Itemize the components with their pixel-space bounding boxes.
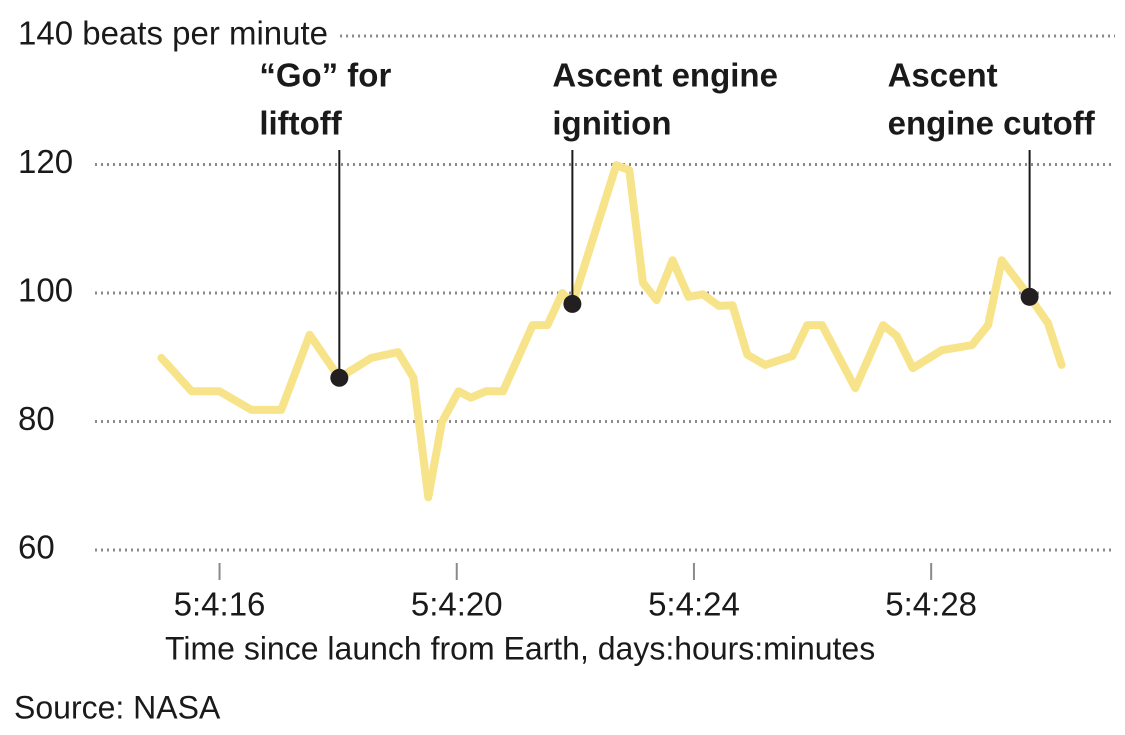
y-tick-label: 120 xyxy=(18,143,73,180)
source: Source: NASA xyxy=(14,689,221,725)
y-tick-label: 80 xyxy=(18,400,55,437)
y-tick-label: 60 xyxy=(18,529,55,566)
x-tick-label: 5:4:28 xyxy=(885,586,977,623)
annotation-text: engine cutoff xyxy=(888,105,1096,142)
x-axis-label: Time since launch from Earth, days:hours… xyxy=(165,630,875,666)
annotation-text: liftoff xyxy=(259,105,342,142)
x-tick-label: 5:4:16 xyxy=(174,586,266,623)
line xyxy=(157,161,1066,502)
event-marker xyxy=(1020,287,1039,306)
annotation-text: ignition xyxy=(552,105,671,142)
y-tick-label: 100 xyxy=(18,272,73,309)
x-tick-label: 5:4:24 xyxy=(648,586,740,623)
annotation-text: “Go” for xyxy=(259,57,391,94)
x-tick-label: 5:4:20 xyxy=(411,586,503,623)
annotation-text: Ascent engine xyxy=(552,57,778,94)
annotation-text: Ascent xyxy=(888,57,998,94)
event-marker xyxy=(330,368,349,387)
y-tick-label: 140 beats per minute xyxy=(18,15,328,52)
event-marker xyxy=(563,294,582,313)
